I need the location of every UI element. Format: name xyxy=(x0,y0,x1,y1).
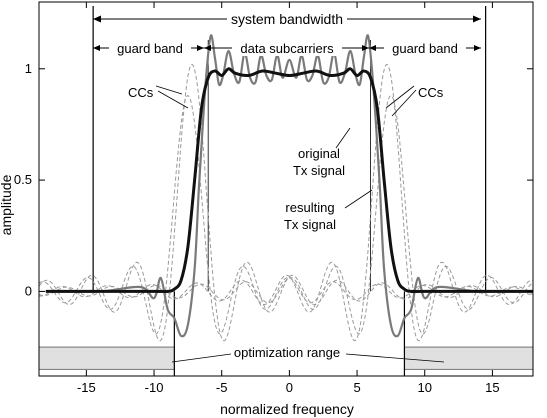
original-label-line-2: Tx signal xyxy=(293,163,345,178)
original-tx-signal-line xyxy=(45,34,534,338)
plot-frame xyxy=(38,1,534,377)
ccs-left-leader-1 xyxy=(157,90,189,109)
optimization-range-left-box xyxy=(38,346,175,370)
resulting-label-line-1: resulting xyxy=(285,200,334,215)
x-tick-label: 15 xyxy=(485,380,499,395)
x-axis-ticks: -15 -10 -5 0 5 10 15 xyxy=(77,2,500,395)
cc-curve xyxy=(38,63,533,342)
y-tick-label: 0.5 xyxy=(14,172,32,187)
x-axis-label: normalized frequency xyxy=(220,401,354,417)
ccs-right-leader-1 xyxy=(385,85,415,109)
original-leader xyxy=(335,127,351,149)
x-tick-label: -5 xyxy=(216,380,228,395)
y-tick-label: 0 xyxy=(25,283,32,298)
guard-band-left-label-bg xyxy=(109,40,191,56)
optimization-range-leader-right xyxy=(345,353,445,363)
data-subcarriers-label-bg xyxy=(232,40,342,56)
cc-curve xyxy=(38,95,533,335)
resulting-leader xyxy=(344,189,373,209)
y-axis-label: amplitude xyxy=(0,174,14,235)
resulting-label-line-2: Tx signal xyxy=(284,217,336,232)
resulting-tx-signal-line xyxy=(45,67,533,294)
cc-curve xyxy=(38,94,533,335)
guard-band-left-label: guard band xyxy=(117,41,183,56)
optimization-range-label: optimization range xyxy=(234,345,340,360)
guard-band-right-label-bg xyxy=(384,40,466,56)
ccs-left-leader-2 xyxy=(155,85,183,95)
guard-band-right-label: guard band xyxy=(392,41,458,56)
x-tick-label: -15 xyxy=(77,380,96,395)
x-tick-label: -10 xyxy=(145,380,164,395)
x-tick-label: 0 xyxy=(286,380,293,395)
optimization-range-leader-left xyxy=(171,353,232,363)
x-tick-label: 10 xyxy=(417,380,431,395)
ccs-right-label: CCs xyxy=(418,85,444,100)
system-bandwidth-label-bg xyxy=(227,10,347,28)
system-bandwidth-label: system bandwidth xyxy=(231,11,343,27)
original-label-line-1: original xyxy=(298,146,340,161)
ccs-left-label: CCs xyxy=(128,85,154,100)
cc-curve xyxy=(38,63,533,342)
optimization-range-right-box xyxy=(404,346,534,370)
y-axis-ticks: 00.51 xyxy=(14,61,533,298)
data-subcarriers-label: data subcarriers xyxy=(240,41,334,56)
ccs-series xyxy=(38,63,533,342)
y-tick-label: 1 xyxy=(25,61,32,76)
x-tick-label: 5 xyxy=(353,380,360,395)
ccs-right-leader-2 xyxy=(391,89,417,117)
